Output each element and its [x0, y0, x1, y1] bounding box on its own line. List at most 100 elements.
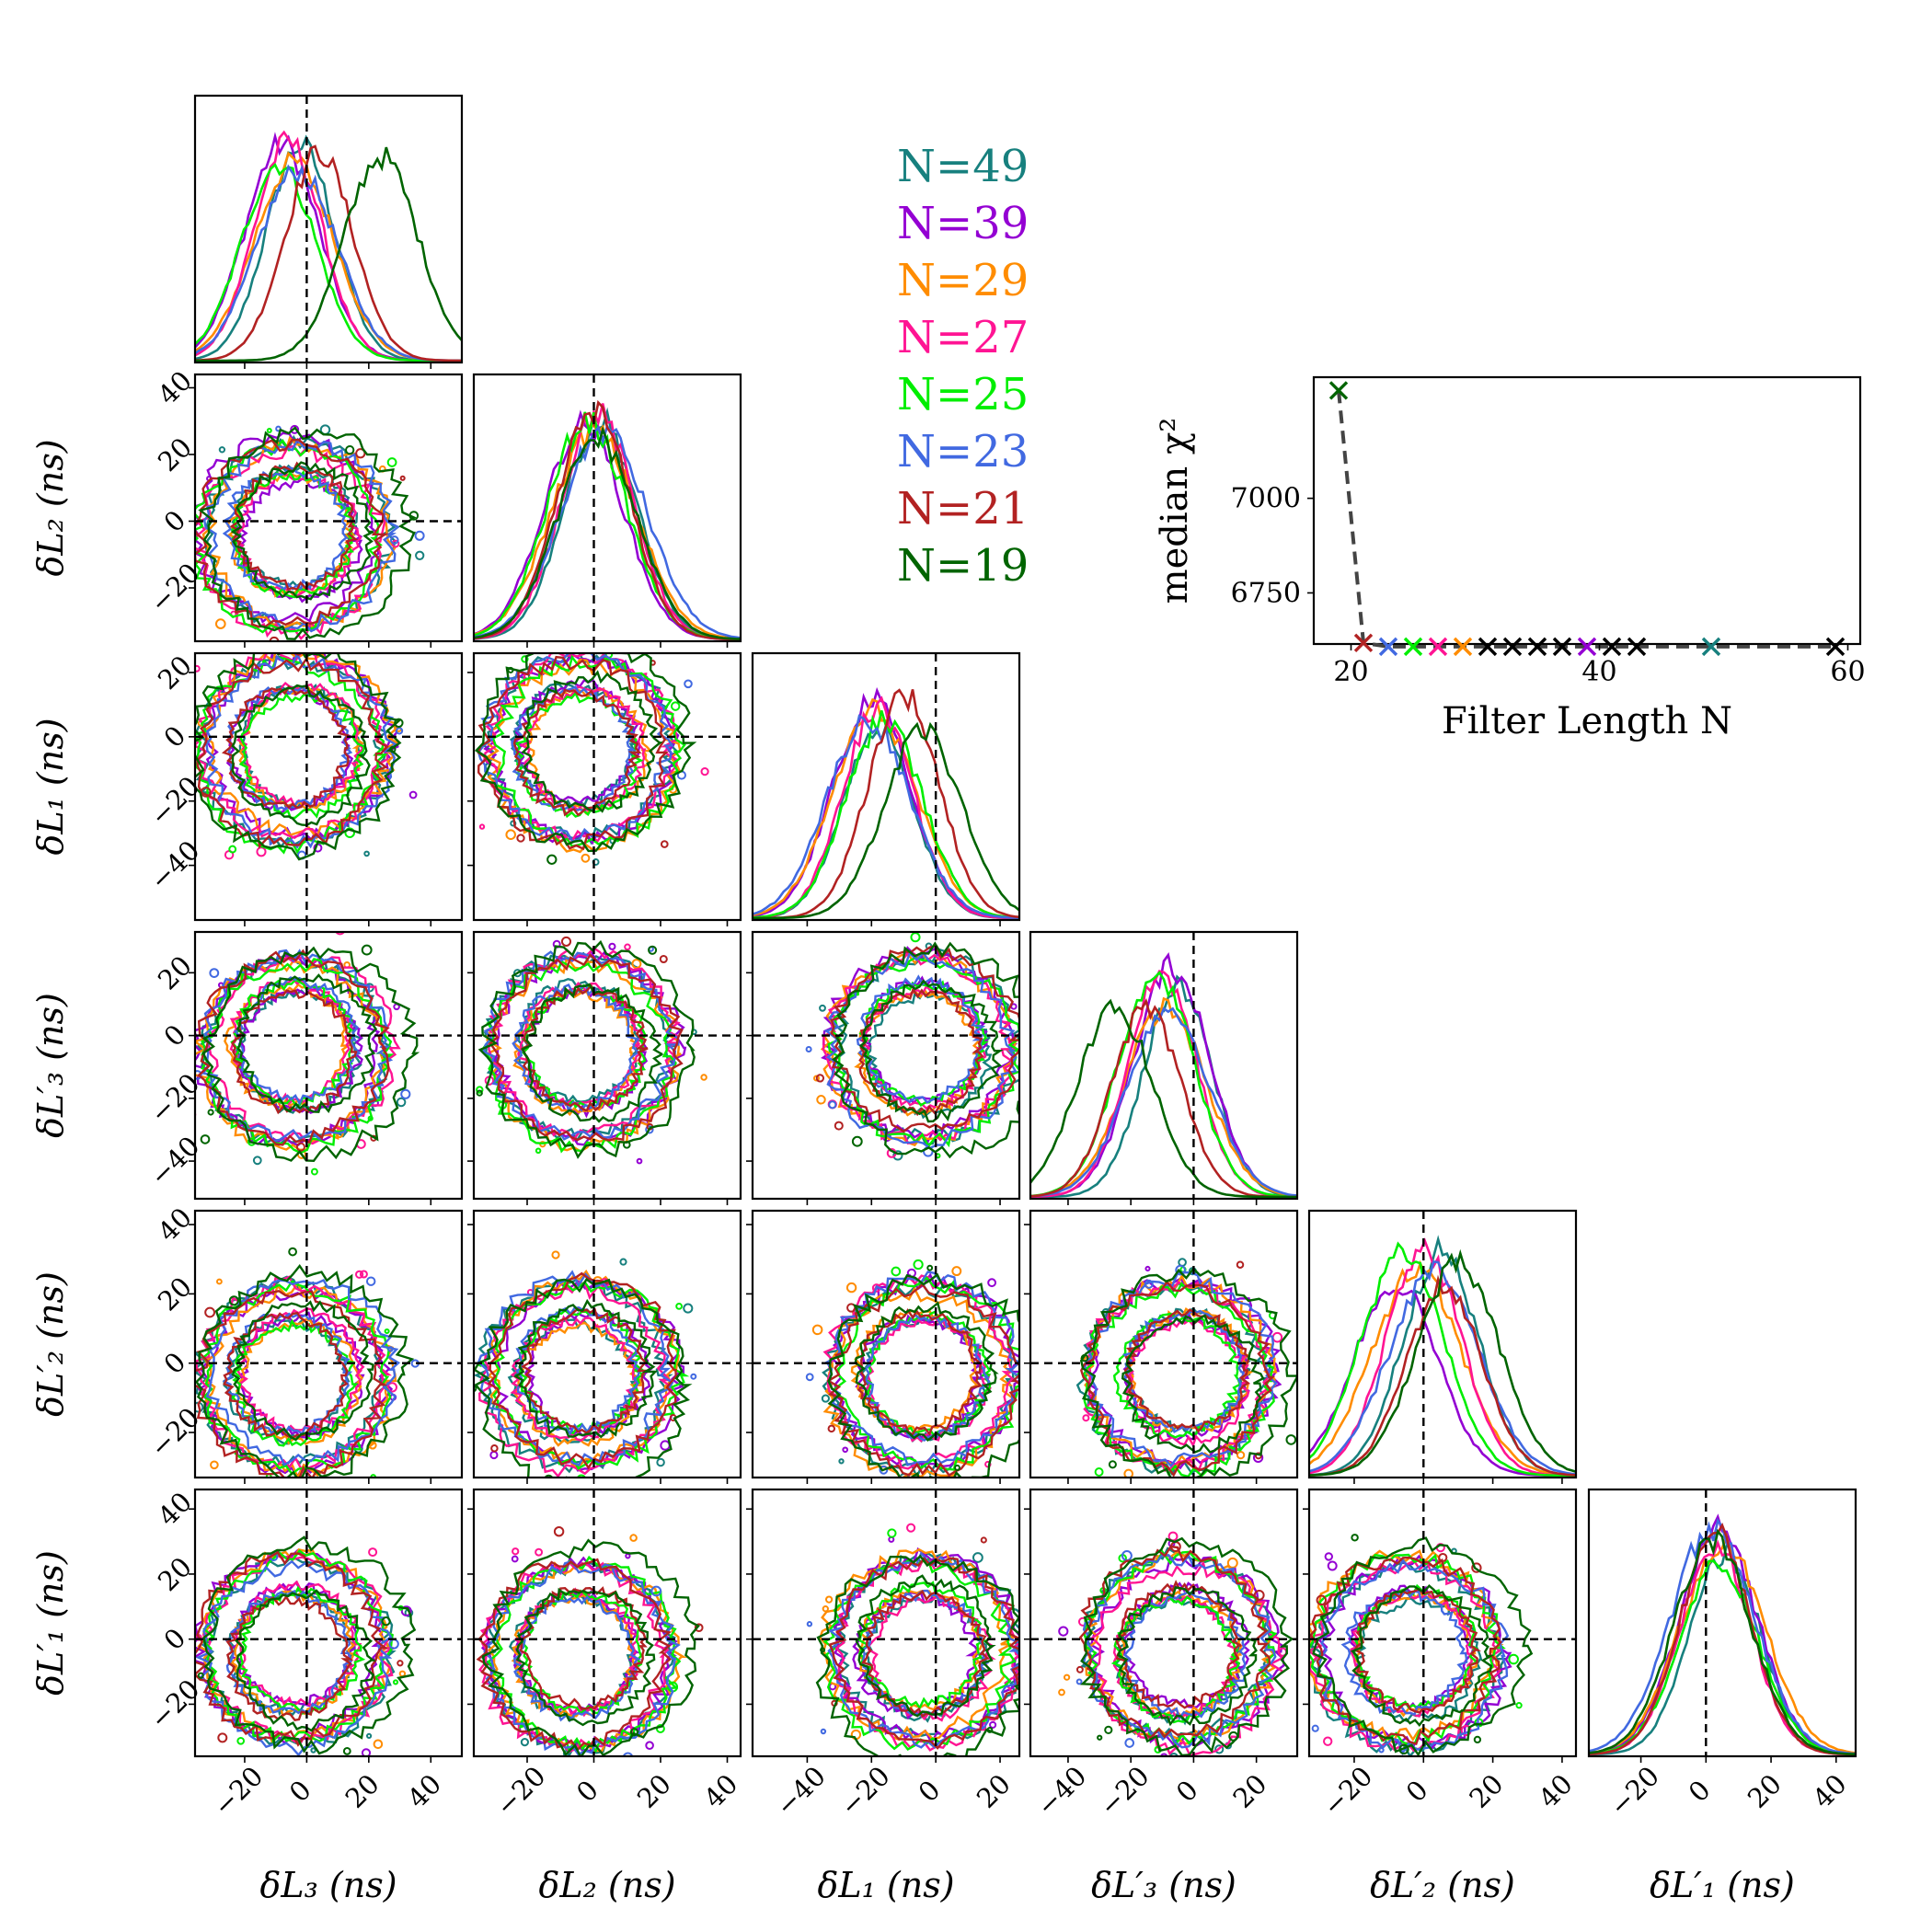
- contour-N=19: [231, 684, 371, 827]
- x-tick-label: −20: [1317, 1760, 1378, 1822]
- contour-N=19: [235, 1589, 376, 1732]
- panel-content: [474, 932, 741, 1199]
- contour-island: [368, 1547, 378, 1558]
- contour-island: [1323, 1736, 1333, 1746]
- x-tick-label: 20: [631, 1768, 677, 1814]
- contour-island: [290, 424, 300, 434]
- inset-point-N33: [1502, 637, 1523, 657]
- panel-frame: [193, 930, 464, 1201]
- contour-island: [906, 1523, 916, 1533]
- panel-content: [195, 374, 462, 641]
- y-tick-label: 20: [152, 431, 198, 477]
- contour-N=29: [484, 955, 682, 1153]
- contour-N=21: [476, 1558, 673, 1752]
- contour-island: [392, 1679, 399, 1685]
- inset-point-N39: [1577, 637, 1597, 657]
- inset-point-N59: [1825, 637, 1846, 657]
- contour-island: [954, 1464, 960, 1471]
- contour-island: [1169, 1752, 1179, 1756]
- contour-island: [1144, 1265, 1151, 1272]
- contour-island: [694, 1623, 704, 1633]
- contour-island: [820, 1728, 827, 1735]
- contour-island: [535, 1547, 544, 1557]
- contour-island: [207, 1109, 214, 1116]
- contour-N=21: [196, 656, 389, 849]
- contour-island: [1175, 1264, 1186, 1276]
- contour-N=29: [195, 960, 386, 1152]
- panel-6-6: −20 0 20 40 δL′₁ (ns): [1587, 1488, 1857, 1905]
- marginal-curve-N=25: [1589, 1559, 1856, 1755]
- marginal-curve-N=21: [1589, 1523, 1856, 1756]
- x-tick-label: −20: [1604, 1760, 1665, 1822]
- marker-stroke: [1701, 637, 1721, 657]
- panel-content: [180, 653, 462, 920]
- x-tick-label: −40: [770, 1760, 832, 1822]
- panel-6-4: −40 −20 0 20 δL′₃ (ns): [1024, 1488, 1299, 1905]
- contour-island: [180, 708, 188, 716]
- contour-island: [342, 1746, 351, 1755]
- panel-frame: [472, 1488, 742, 1758]
- y-tick-label: 0: [157, 504, 191, 538]
- contour-island: [516, 834, 525, 843]
- contour-N=21: [225, 1594, 354, 1722]
- contour-island: [252, 1156, 262, 1166]
- contour-island: [236, 1736, 246, 1745]
- contour-island: [512, 969, 523, 978]
- contour-N=21: [519, 1586, 648, 1710]
- contour-island: [1398, 1743, 1409, 1755]
- contour-N=21: [489, 953, 684, 1142]
- contour-N=29: [203, 653, 400, 840]
- marker-stroke: [1502, 637, 1523, 657]
- panel-content: [474, 374, 741, 641]
- contour-island: [984, 1460, 992, 1468]
- contour-N=19: [231, 1300, 374, 1442]
- contour-island: [598, 1760, 606, 1768]
- contour-island: [1124, 1738, 1135, 1748]
- contour-island: [629, 1728, 638, 1737]
- marginal-curve-N=21: [474, 399, 741, 641]
- contour-island: [1253, 1589, 1265, 1601]
- contour-island: [386, 1382, 397, 1393]
- marginal-curve-N=25: [1309, 1241, 1576, 1478]
- contour-island: [400, 1088, 411, 1099]
- panel-content: [1030, 1211, 1297, 1478]
- contour-island: [512, 1547, 520, 1556]
- panel-frame: [193, 1488, 464, 1758]
- contour-N=25: [857, 1581, 986, 1710]
- x-tick-label: −40: [1030, 1760, 1092, 1822]
- contour-island: [394, 718, 404, 728]
- contour-N=21: [487, 1271, 677, 1470]
- contour-N=39: [225, 688, 354, 814]
- contour-island: [396, 727, 404, 735]
- contour-island: [1228, 1731, 1239, 1742]
- inset-chi2-plot: 20 40 60 6750 7000 Filter Length N median χ²: [1154, 375, 1866, 742]
- contour-island: [266, 427, 272, 434]
- marker-stroke: [1627, 637, 1647, 657]
- inset-point-N25: [1403, 637, 1423, 657]
- panel-2-2: [472, 373, 742, 648]
- contour-island: [381, 1616, 391, 1627]
- inset-y-tick-label: 6750: [1231, 577, 1301, 609]
- y-tick-label: 20: [152, 1551, 198, 1597]
- contour-island: [462, 722, 468, 729]
- y-tick-label: 40: [152, 364, 198, 410]
- panel-content: [753, 1211, 1019, 1478]
- contour-island: [670, 701, 681, 711]
- contour-N=29: [820, 949, 1017, 1147]
- panel-frame: [751, 1209, 1021, 1479]
- contour-N=19: [195, 653, 402, 861]
- contour-island: [344, 827, 355, 838]
- contour-island: [505, 829, 516, 840]
- x-tick-label: 40: [697, 1768, 743, 1814]
- contour-N=19: [521, 670, 663, 813]
- panel-content: [195, 96, 462, 362]
- contour-island: [544, 1760, 549, 1765]
- panel-content: [474, 1211, 741, 1478]
- x-tick-label: 20: [1226, 1768, 1272, 1814]
- contour-island: [986, 1726, 994, 1733]
- contour-N=39: [1317, 1554, 1512, 1751]
- contour-N=19: [195, 1263, 415, 1478]
- contour-island: [197, 1672, 204, 1679]
- panel-frame: [1587, 1488, 1857, 1758]
